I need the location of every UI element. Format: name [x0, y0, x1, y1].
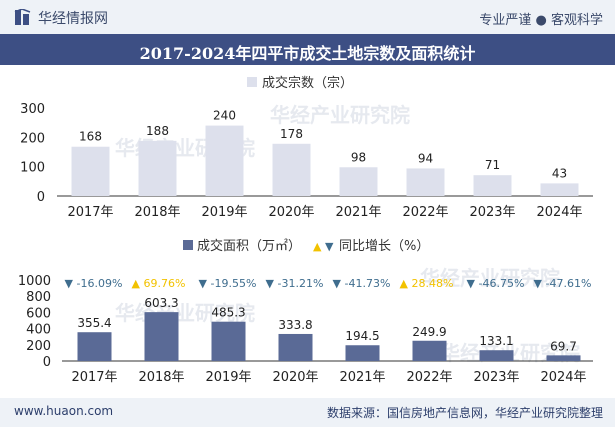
x-tick-label: 2018年 — [134, 205, 180, 220]
footer-url[interactable]: www.huaon.com — [14, 404, 114, 418]
x-tick-label: 2024年 — [536, 205, 582, 220]
chart-area: 华经产业研究院华经产业研究院华经产业研究院华经产业研究院华经产业研究院成交宗数（… — [18, 75, 593, 385]
x-tick-label: 2023年 — [473, 370, 519, 385]
top-bar — [0, 0, 615, 34]
bar-count — [540, 183, 579, 196]
y-tick-label: 0 — [43, 355, 51, 370]
down-triangle-icon: ▼ — [534, 277, 543, 290]
slogan: 专业严谨 ● 客观科学 — [479, 13, 603, 28]
data-label-count: 188 — [146, 124, 169, 138]
huajing-logo-icon — [14, 9, 31, 25]
bar-area — [345, 345, 380, 361]
bar-count — [272, 143, 311, 196]
watermark-3: 华经产业研究院 — [115, 301, 255, 325]
site-name: 华经情报网 — [38, 11, 108, 27]
data-label-count: 94 — [418, 151, 433, 165]
legend-label-area: 成交面积（万㎡） — [197, 238, 301, 254]
y-tick-label: 1000 — [18, 274, 51, 289]
yoy-label: -47.61% — [546, 277, 592, 290]
yoy-label: 69.76% — [144, 277, 186, 290]
bar-count — [406, 168, 445, 196]
data-label-count: 71 — [485, 158, 500, 172]
bar-area — [546, 355, 581, 361]
x-tick-label: 2018年 — [138, 370, 184, 385]
x-tick-label: 2017年 — [71, 370, 117, 385]
y-tick-label: 300 — [20, 102, 45, 117]
down-triangle-icon: ▼ — [199, 277, 208, 290]
x-tick-label: 2017年 — [67, 205, 113, 220]
data-label-count: 98 — [351, 150, 366, 164]
bar-count — [71, 146, 110, 196]
legend-up-triangle-icon: ▲ — [313, 240, 322, 253]
legend-swatch-area — [183, 240, 193, 250]
up-triangle-icon: ▲ — [132, 277, 141, 290]
x-tick-label: 2021年 — [335, 205, 381, 220]
bar-area — [144, 312, 179, 361]
watermark-4: 华经产业研究院 — [420, 266, 560, 290]
data-label-count: 178 — [280, 127, 303, 141]
watermark-0: 华经产业研究院 — [270, 103, 410, 127]
up-triangle-icon: ▲ — [400, 277, 409, 290]
y-tick-label: 800 — [26, 290, 51, 305]
bar-count — [205, 125, 244, 196]
bar-area — [479, 350, 514, 361]
footer-bar — [0, 398, 615, 427]
data-label-area: 603.3 — [144, 296, 178, 310]
y-tick-label: 100 — [20, 161, 45, 176]
bar-area — [77, 332, 112, 361]
data-label-area: 485.3 — [211, 306, 245, 320]
x-tick-label: 2022年 — [402, 205, 448, 220]
x-tick-label: 2019年 — [205, 370, 251, 385]
x-tick-label: 2023年 — [469, 205, 515, 220]
yoy-label: 28.48% — [412, 277, 454, 290]
bar-count — [339, 167, 378, 196]
data-source: 数据来源：国信房地产信息网，华经产业研究院整理 — [326, 406, 603, 420]
y-tick-label: 200 — [26, 339, 51, 354]
down-triangle-icon: ▼ — [467, 277, 476, 290]
data-label-area: 333.8 — [278, 318, 312, 332]
data-label-area: 69.7 — [550, 339, 577, 353]
legend-swatch-count — [247, 77, 257, 87]
down-triangle-icon: ▼ — [333, 277, 342, 290]
bar-area — [278, 333, 313, 361]
data-label-area: 249.9 — [412, 325, 446, 339]
x-tick-label: 2019年 — [201, 205, 247, 220]
data-label-count: 240 — [213, 109, 236, 123]
legend-down-triangle-icon: ▼ — [325, 240, 334, 253]
down-triangle-icon: ▼ — [65, 277, 74, 290]
data-label-count: 43 — [552, 166, 567, 180]
x-tick-label: 2020年 — [272, 370, 318, 385]
y-tick-label: 600 — [26, 306, 51, 321]
y-tick-label: 0 — [37, 190, 45, 205]
bar-count — [473, 175, 512, 196]
data-label-area: 133.1 — [479, 334, 513, 348]
yoy-label: -16.09% — [77, 277, 123, 290]
bar-count — [138, 140, 177, 196]
yoy-label: -41.73% — [345, 277, 391, 290]
yoy-label: -19.55% — [211, 277, 257, 290]
yoy-label: -46.75% — [479, 277, 525, 290]
down-triangle-icon: ▼ — [266, 277, 275, 290]
title-bar — [0, 34, 615, 65]
x-tick-label: 2021年 — [339, 370, 385, 385]
yoy-label: -31.21% — [278, 277, 324, 290]
legend-label-count: 成交宗数（宗） — [262, 75, 353, 91]
y-tick-label: 400 — [26, 323, 51, 338]
bar-area — [211, 321, 246, 361]
chart-title: 2017-2024年四平市成交土地宗数及面积统计 — [139, 44, 476, 63]
y-tick-label: 200 — [20, 131, 45, 146]
data-label-area: 355.4 — [77, 316, 111, 330]
bar-area — [412, 340, 447, 361]
data-label-count: 168 — [79, 130, 102, 144]
x-tick-label: 2024年 — [540, 370, 586, 385]
data-label-area: 194.5 — [345, 329, 379, 343]
legend-label-yoy: 同比增长（%） — [339, 239, 429, 254]
x-tick-label: 2020年 — [268, 205, 314, 220]
x-tick-label: 2022年 — [406, 370, 452, 385]
